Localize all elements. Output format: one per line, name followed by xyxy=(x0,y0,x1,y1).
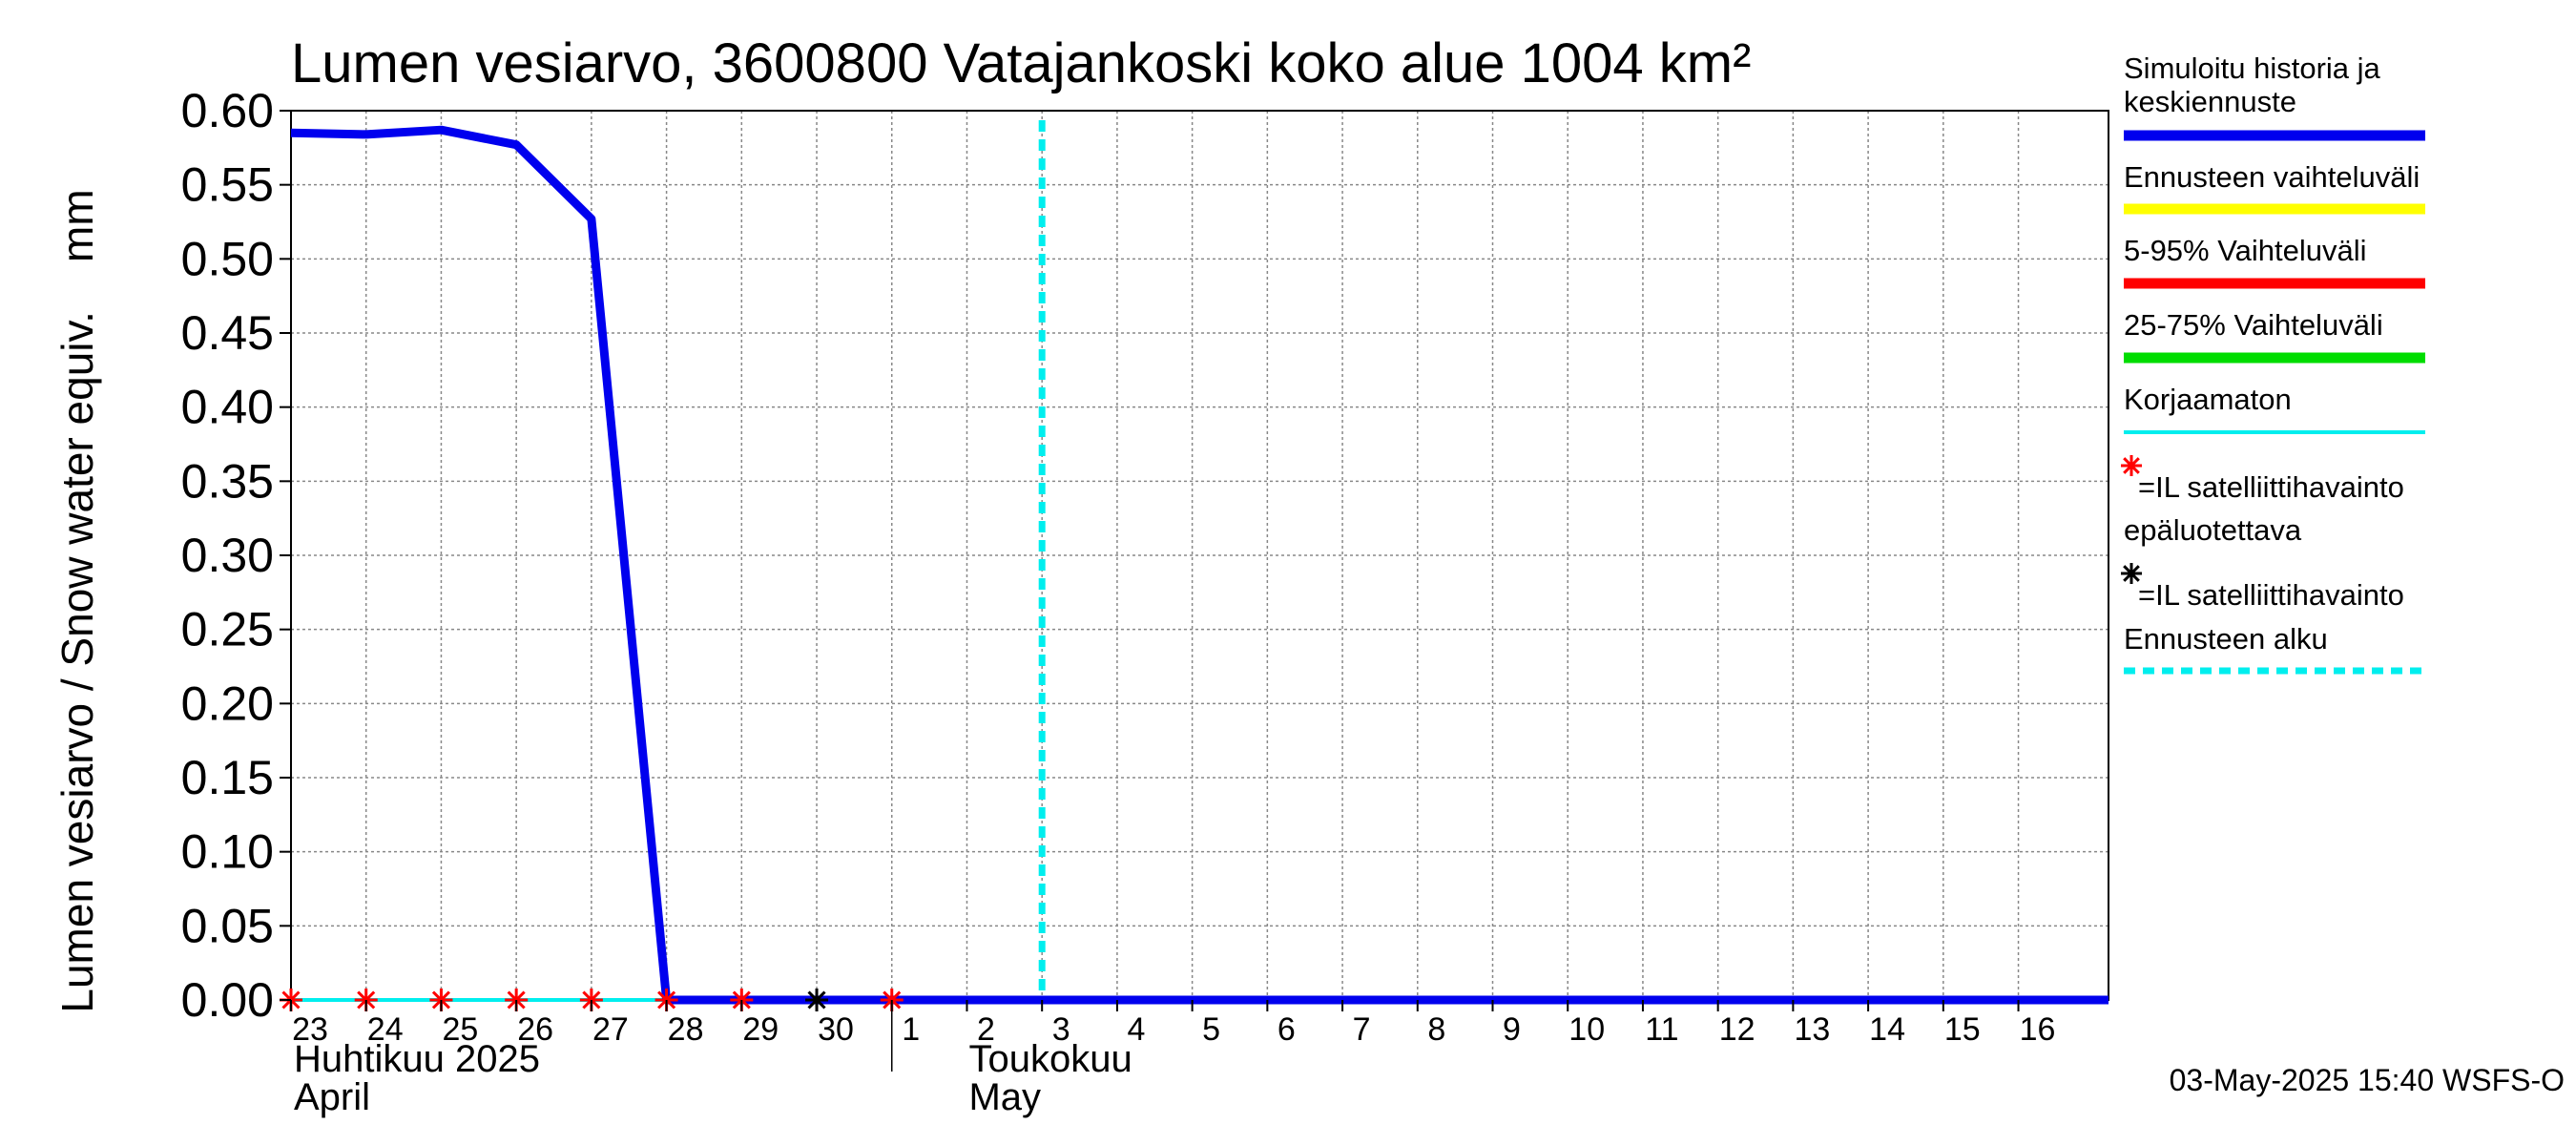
legend-label: Ennusteen alku xyxy=(2124,622,2328,656)
plot-area-border xyxy=(290,110,2109,1001)
month-label: Huhtikuu 2025 xyxy=(294,1038,540,1080)
x-tick-label: 29 xyxy=(742,1011,779,1048)
legend-label: =IL satelliittihavainto xyxy=(2138,470,2404,504)
x-tick-label: 13 xyxy=(1794,1011,1830,1048)
star-stroke xyxy=(2123,565,2140,582)
legend-label: =IL satelliittihavainto xyxy=(2138,578,2404,612)
month-label-english: May xyxy=(968,1076,1041,1118)
grid-lines xyxy=(291,110,2109,1000)
series-simulated-line xyxy=(290,125,2109,1005)
y-tick-label: 0.00 xyxy=(181,973,274,1027)
chart-title: Lumen vesiarvo, 3600800 Vatajankoski kok… xyxy=(291,32,1751,94)
x-tick-label: 14 xyxy=(1869,1011,1905,1048)
legend-label: 5-95% Vaihteluväli xyxy=(2124,234,2366,267)
legend-star-icon xyxy=(2121,455,2142,476)
x-tick-label: 24 xyxy=(367,1011,404,1048)
month-label: Toukokuu xyxy=(968,1038,1132,1080)
legend-label: epäluotettava xyxy=(2124,513,2302,547)
y-tick-label: 0.05 xyxy=(181,899,274,952)
y-tick-label: 0.55 xyxy=(181,158,274,212)
x-tick-label: 6 xyxy=(1278,1011,1296,1048)
month-label-english: April xyxy=(294,1076,370,1118)
x-tick-label: 3 xyxy=(1052,1011,1070,1048)
x-tick-label: 28 xyxy=(668,1011,704,1048)
x-tick-label: 9 xyxy=(1503,1011,1521,1048)
y-axis-label: Lumen vesiarvo / Snow water equiv. mm xyxy=(52,189,102,1012)
x-tick-label: 25 xyxy=(443,1011,479,1048)
x-tick-label: 1 xyxy=(902,1011,920,1048)
legend-label: Korjaamaton xyxy=(2124,383,2292,416)
legend-item: Korjaamaton xyxy=(2124,383,2425,434)
y-tick-label: 0.60 xyxy=(181,84,274,137)
legend-item: =IL satelliittihavainto xyxy=(2121,563,2404,612)
star-stroke xyxy=(2123,457,2140,474)
x-tick-label: 16 xyxy=(2020,1011,2056,1048)
x-tick-label: 10 xyxy=(1568,1011,1605,1048)
legend-item: =IL satelliittihavainto epäluotettava xyxy=(2121,455,2404,547)
legend-label: Simuloitu historia ja xyxy=(2124,52,2381,85)
y-tick-label: 0.40 xyxy=(181,381,274,434)
legend-label: 25-75% Vaihteluväli xyxy=(2124,308,2383,342)
y-tick-label: 0.25 xyxy=(181,603,274,656)
x-tick-label: 8 xyxy=(1427,1011,1445,1048)
y-tick-label: 0.30 xyxy=(181,529,274,582)
legend-label: keskiennuste xyxy=(2124,85,2296,118)
x-axis-ticks: 23 24 25 26 27 28 29 30 1 2 3 4 5 6 7 8 9 10 11 12 13 14 15 16 xyxy=(290,1000,2056,1048)
x-tick-label: 27 xyxy=(592,1011,629,1048)
y-tick-label: 0.45 xyxy=(181,306,274,360)
x-tick-label: 12 xyxy=(1719,1011,1755,1048)
y-axis-ticks: 0.00 0.05 0.10 0.15 0.20 0.25 0.30 0.35 0.40 0.45… xyxy=(181,84,291,1027)
x-tick-label: 5 xyxy=(1202,1011,1220,1048)
x-tick-label: 11 xyxy=(1645,1011,1678,1048)
x-tick-label: 15 xyxy=(1944,1011,1981,1048)
legend-item: Ennusteen vaihteluväli xyxy=(2124,160,2425,215)
legend-item: Ennusteen alku xyxy=(2124,622,2425,675)
legend-label: Ennusteen vaihteluväli xyxy=(2124,160,2420,194)
x-tick-label: 23 xyxy=(292,1011,328,1048)
y-tick-label: 0.20 xyxy=(181,677,274,730)
x-tick-label: 26 xyxy=(517,1011,553,1048)
y-tick-label: 0.15 xyxy=(181,751,274,804)
x-tick-label: 4 xyxy=(1127,1011,1145,1048)
legend-star-icon xyxy=(2121,563,2142,584)
legend-item: 5-95% Vaihteluväli xyxy=(2124,234,2425,289)
legend-item: 25-75% Vaihteluväli xyxy=(2124,308,2425,364)
plot-frame xyxy=(290,110,2109,1001)
y-tick-label: 0.35 xyxy=(181,454,274,508)
y-tick-label: 0.10 xyxy=(181,825,274,879)
x-tick-label: 30 xyxy=(818,1011,854,1048)
x-tick-label: 7 xyxy=(1353,1011,1371,1048)
x-tick-label: 2 xyxy=(977,1011,995,1048)
series-lines xyxy=(290,125,2109,1005)
timestamp: 03-May-2025 15:40 WSFS-O xyxy=(2170,1063,2565,1097)
y-tick-label: 0.50 xyxy=(181,232,274,285)
